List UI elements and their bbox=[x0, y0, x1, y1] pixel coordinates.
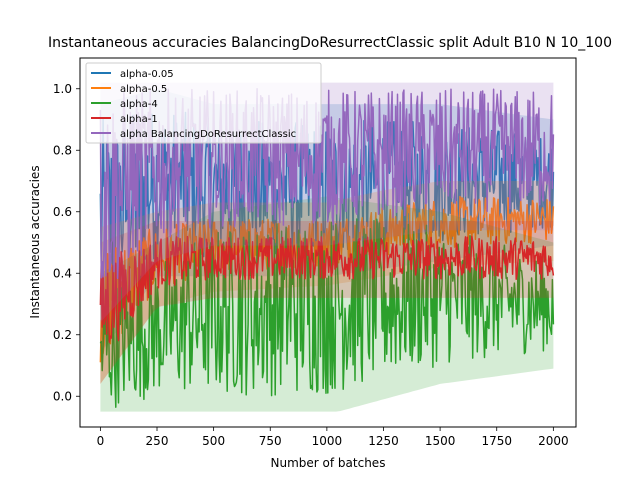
x-tick-label-2000: 2000 bbox=[538, 434, 569, 448]
legend-label-4: alpha BalancingDoResurrectClassic bbox=[120, 129, 296, 140]
series-2-line bbox=[99, 218, 555, 408]
x-tick-label-0: 0 bbox=[97, 434, 105, 448]
x-tick-label-500: 500 bbox=[202, 434, 225, 448]
y-tick-label-0.2: 0.2 bbox=[53, 328, 72, 342]
y-axis-label: Instantaneous accuracies bbox=[28, 165, 42, 318]
x-axis: 0 250 500 750 1000 1250 1500 1750 2000 bbox=[97, 427, 569, 448]
legend-label-2: alpha-4 bbox=[120, 99, 158, 110]
legend-label-3: alpha-1 bbox=[120, 114, 158, 125]
plot-frame bbox=[79, 57, 577, 428]
legend-box bbox=[85, 62, 322, 144]
y-axis: 0.0 0.2 0.4 0.6 0.8 1.0 bbox=[53, 82, 80, 403]
x-tick-label-1250: 1250 bbox=[368, 434, 399, 448]
legend: alpha-0.05 alpha-0.5 alpha-4 alpha-1 alpha B… bbox=[85, 62, 322, 144]
legend-label-1: alpha-0.5 bbox=[120, 84, 167, 95]
series-3-line bbox=[99, 235, 555, 343]
y-tick-label-0.6: 0.6 bbox=[53, 205, 72, 219]
chart-title: Instantaneous accuracies BalancingDoResu… bbox=[48, 35, 612, 51]
y-tick-label-0: 0.0 bbox=[53, 389, 72, 403]
legend-label-0: alpha-0.05 bbox=[120, 69, 174, 80]
y-tick-label-0.8: 0.8 bbox=[53, 143, 72, 157]
y-tick-label-0.4: 0.4 bbox=[53, 266, 72, 280]
x-tick-label-750: 750 bbox=[259, 434, 282, 448]
x-tick-label-1500: 1500 bbox=[425, 434, 456, 448]
x-axis-label: Number of batches bbox=[271, 456, 386, 470]
x-tick-label-1000: 1000 bbox=[312, 434, 343, 448]
x-tick-label-1750: 1750 bbox=[481, 434, 512, 448]
y-tick-label-1: 1.0 bbox=[53, 82, 72, 96]
x-tick-label-250: 250 bbox=[146, 434, 169, 448]
